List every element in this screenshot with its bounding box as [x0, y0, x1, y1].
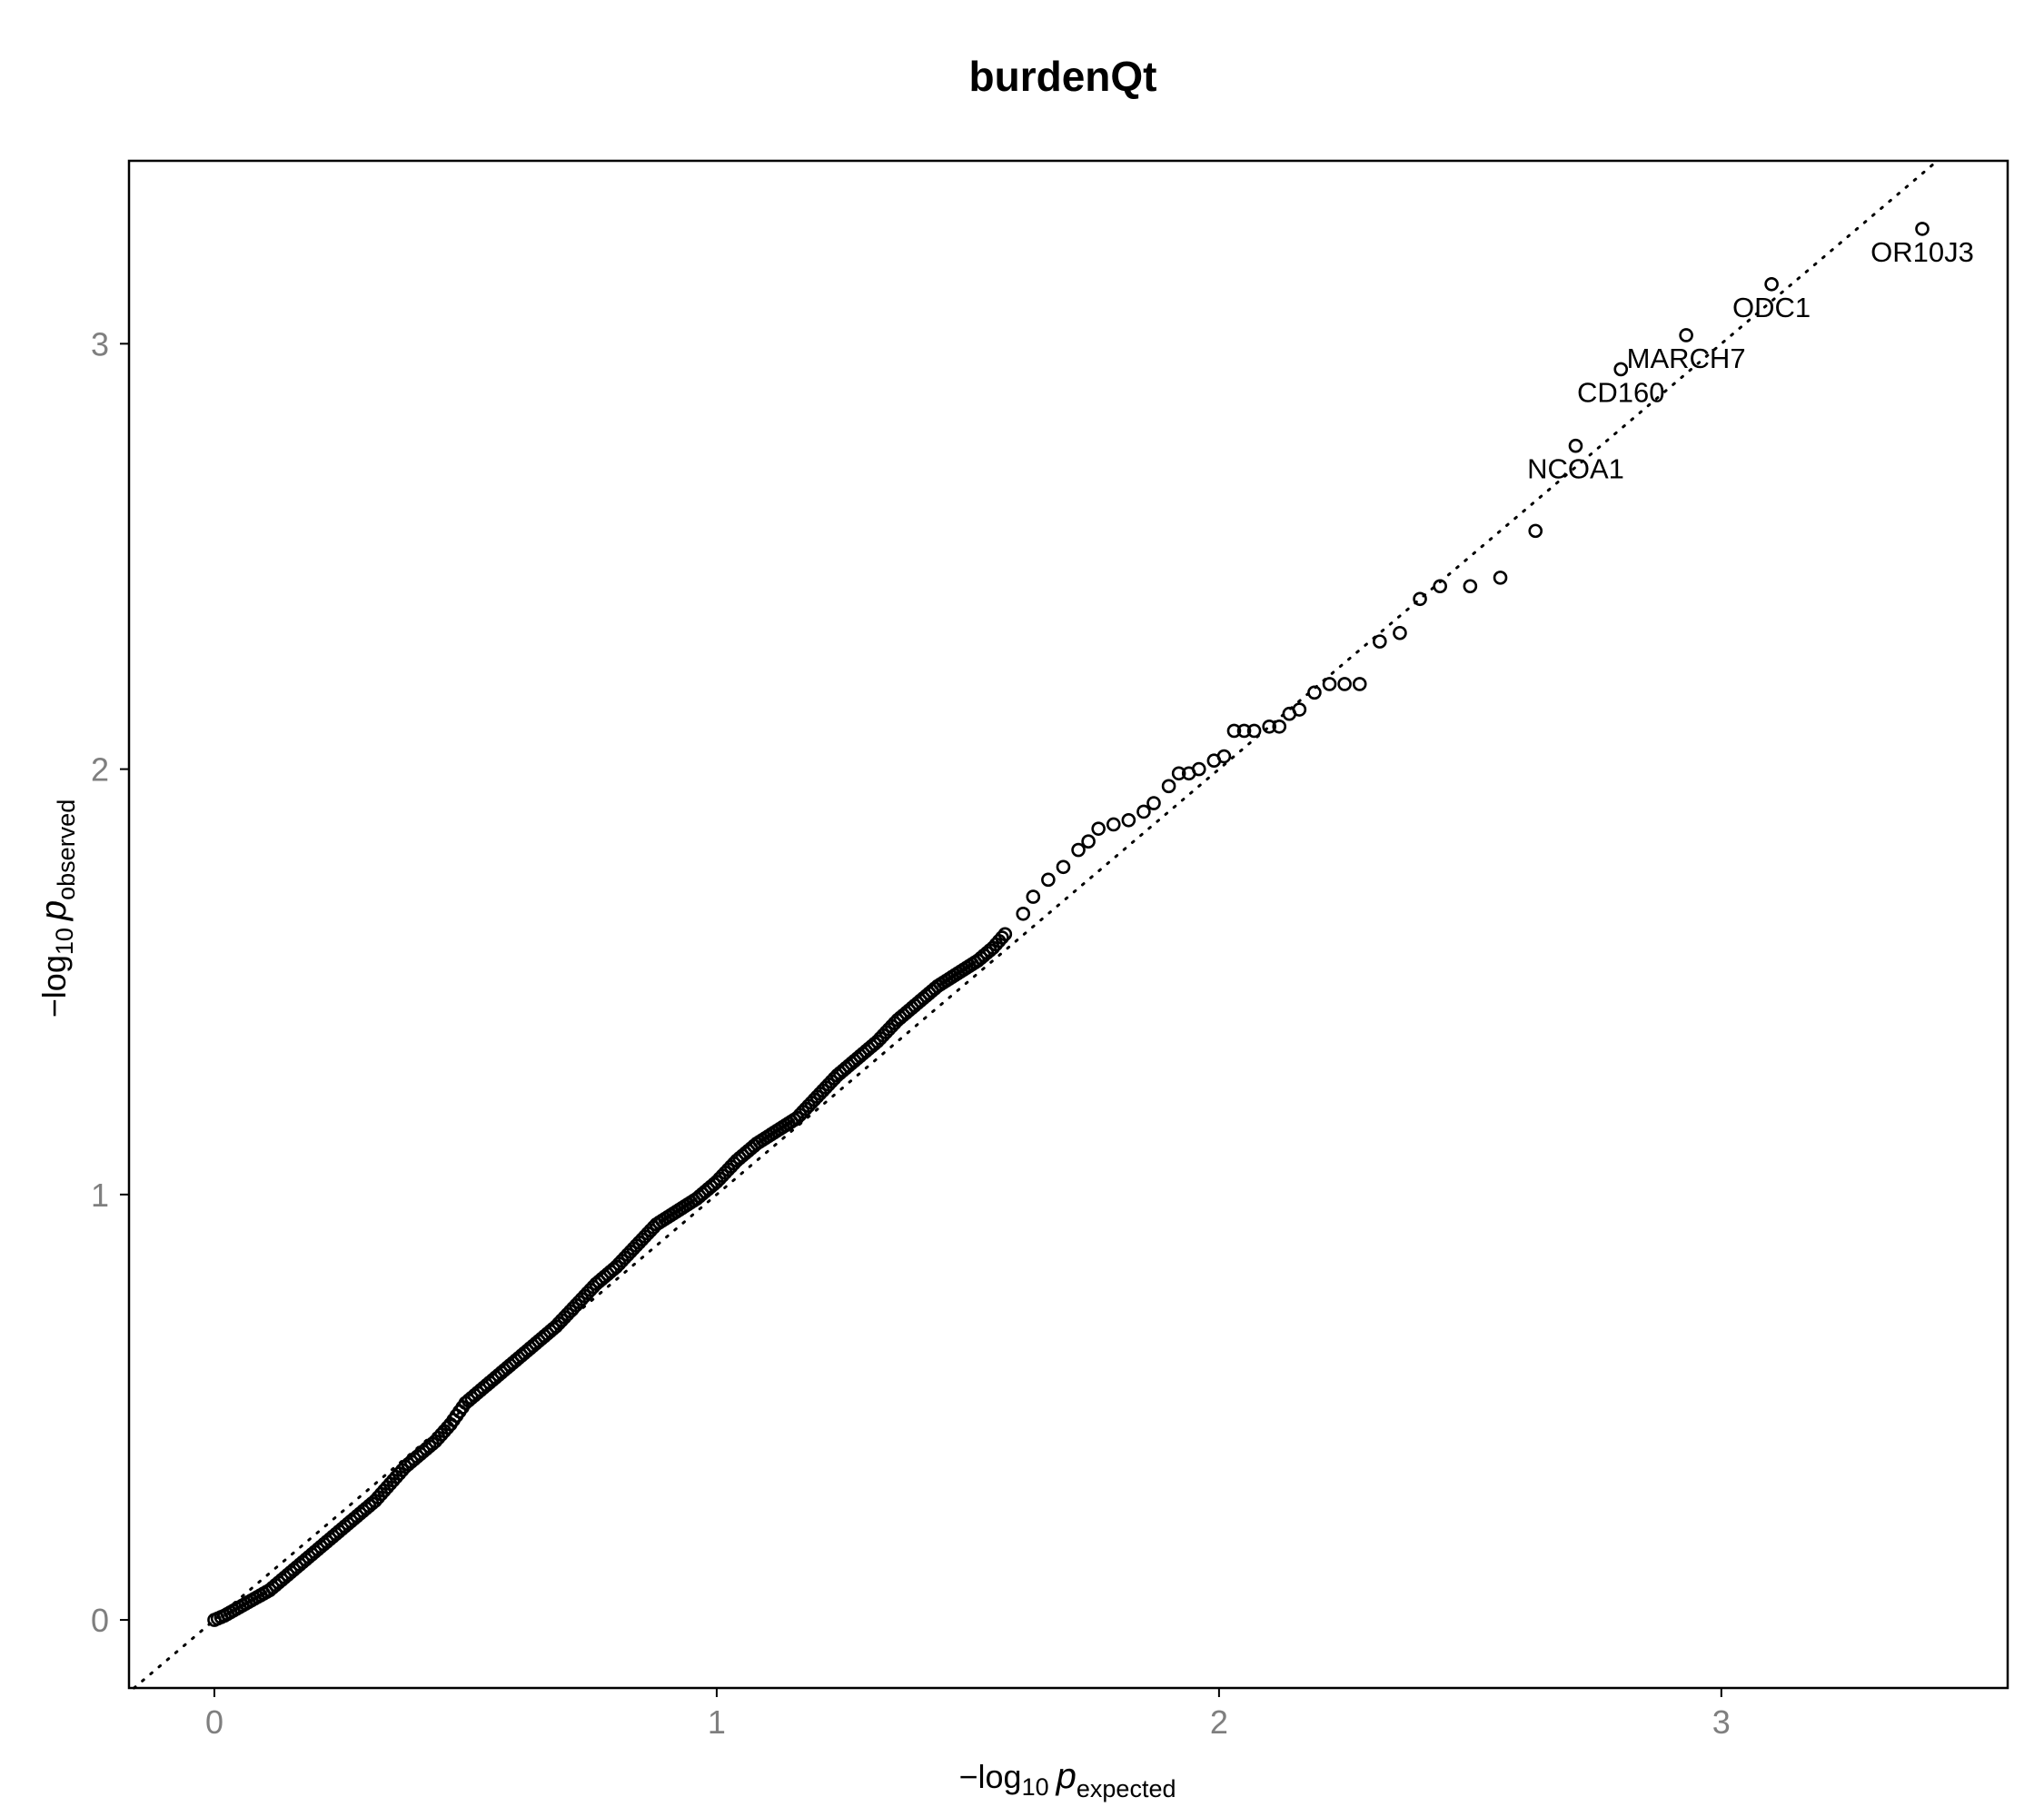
x-tick-label: 2: [1210, 1703, 1228, 1741]
data-point: [1041, 872, 1056, 888]
x-axis-label-base: 10: [1022, 1773, 1049, 1801]
data-point: [1679, 328, 1693, 343]
y-axis-label: −log10 pobserved: [34, 799, 80, 1018]
data-point: [1393, 625, 1407, 640]
chart-title: burdenQt: [969, 53, 1157, 100]
data-point: [1016, 906, 1031, 921]
data-point: [1246, 723, 1262, 739]
data-points: [207, 222, 1930, 1627]
data-point: [1433, 579, 1447, 594]
y-tick-label: 1: [91, 1177, 109, 1214]
x-tick-label: 1: [708, 1703, 726, 1741]
data-point: [1161, 779, 1176, 794]
plot-frame: [127, 159, 2009, 1690]
data-point: [1568, 438, 1583, 453]
data-point: [1056, 859, 1071, 875]
data-point: [1613, 362, 1629, 377]
data-point: [1764, 276, 1779, 292]
point-label: NCOA1: [1527, 453, 1624, 485]
data-point: [1171, 766, 1186, 781]
data-point: [1272, 719, 1287, 734]
data-point: [1337, 677, 1352, 691]
data-point: [1081, 834, 1096, 849]
x-axis-ticks: 0 1 2 3: [205, 1688, 1731, 1741]
x-axis-label-prefix: −log: [959, 1758, 1022, 1795]
grid-lines: [213, 161, 2008, 1622]
x-axis-label-subscript: expected: [1077, 1775, 1176, 1802]
y-axis-label-base: 10: [51, 928, 78, 955]
point-label: CD160: [1577, 376, 1665, 408]
y-axis-label-prefix: −log: [35, 955, 73, 1018]
point-label: ODC1: [1732, 292, 1811, 323]
data-point: [1121, 812, 1136, 828]
point-label: MARCH7: [1627, 343, 1746, 374]
data-point: [1493, 571, 1508, 585]
point-label: OR10J3: [1870, 236, 1974, 268]
data-point: [1463, 579, 1478, 594]
y-tick-label: 2: [91, 751, 109, 789]
data-point: [1226, 723, 1242, 739]
data-point: [1528, 523, 1543, 539]
data-point: [1216, 749, 1232, 764]
data-point: [1026, 889, 1041, 904]
data-point: [997, 927, 1013, 942]
data-point: [1322, 677, 1337, 691]
data-point: [1136, 804, 1151, 819]
data-point: [1413, 591, 1427, 607]
data-point: [1352, 677, 1367, 691]
data-point: [995, 930, 1009, 945]
data-point: [1106, 817, 1121, 832]
y-axis-ticks: 0 1 2 3: [91, 325, 129, 1639]
data-point: [1373, 634, 1387, 649]
data-point: [1071, 842, 1086, 858]
data-point: [1091, 821, 1106, 836]
data-point: [1236, 723, 1252, 739]
data-point: [1915, 222, 1930, 236]
data-point: [1191, 761, 1206, 777]
x-axis-label-var: p: [1056, 1756, 1077, 1796]
x-tick-label: 0: [205, 1703, 223, 1741]
y-axis-label-subscript: observed: [53, 799, 80, 900]
data-point: [1307, 685, 1322, 700]
data-point: [1146, 796, 1161, 810]
x-axis-label: −log10 pexpected: [959, 1756, 1176, 1802]
y-tick-label: 0: [91, 1602, 109, 1639]
x-tick-label: 3: [1712, 1703, 1731, 1741]
data-point: [1292, 702, 1307, 717]
data-point: [1262, 719, 1276, 734]
y-axis-label-var: p: [34, 900, 74, 921]
y-tick-label: 3: [91, 325, 109, 362]
